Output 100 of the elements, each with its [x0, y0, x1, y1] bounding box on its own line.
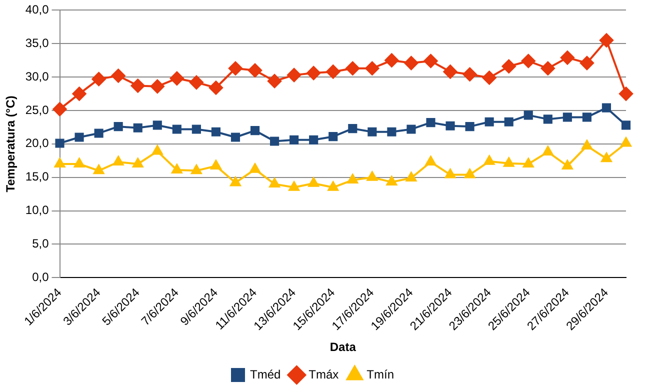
- point: [366, 171, 378, 181]
- point: [582, 112, 592, 122]
- point: [54, 158, 66, 168]
- point: [328, 181, 338, 191]
- point: [484, 155, 495, 165]
- point: [230, 132, 240, 142]
- point: [150, 79, 164, 94]
- point: [406, 172, 417, 182]
- point: [93, 164, 104, 174]
- x-axis-title: Data: [330, 340, 356, 354]
- point: [365, 61, 380, 76]
- point: [170, 71, 184, 86]
- point: [521, 54, 536, 68]
- point: [74, 132, 84, 142]
- point: [602, 103, 612, 112]
- y-tick-label: 15,0: [25, 170, 50, 184]
- y-tick-label: 40,0: [25, 2, 50, 17]
- point: [542, 146, 554, 156]
- point: [601, 152, 612, 162]
- point: [287, 68, 302, 82]
- point: [523, 158, 534, 168]
- point: [92, 72, 106, 86]
- point: [426, 118, 436, 128]
- point: [599, 33, 614, 48]
- point: [347, 174, 358, 184]
- point: [74, 158, 85, 168]
- point: [562, 160, 573, 170]
- point: [504, 157, 514, 167]
- point: [152, 145, 163, 155]
- point: [250, 126, 260, 136]
- point: [482, 70, 496, 85]
- point: [502, 59, 516, 74]
- legend-label: Tméd: [250, 367, 281, 382]
- point: [210, 160, 222, 170]
- point: [290, 135, 299, 144]
- point: [132, 158, 144, 168]
- point: [133, 123, 142, 132]
- point: [208, 80, 223, 95]
- point: [621, 120, 631, 130]
- point: [524, 110, 533, 120]
- point: [288, 181, 300, 191]
- y-tick-label: 30,0: [25, 69, 50, 84]
- point: [189, 75, 204, 90]
- point: [114, 122, 123, 132]
- point: [386, 176, 398, 186]
- point: [192, 124, 201, 134]
- point: [326, 64, 340, 79]
- point: [268, 74, 282, 88]
- point: [152, 120, 162, 130]
- point: [560, 50, 574, 65]
- point: [211, 127, 220, 136]
- point: [172, 164, 182, 174]
- point: [619, 86, 633, 101]
- y-axis-title: Temperatura (°C): [4, 96, 18, 192]
- point: [540, 61, 555, 76]
- point: [270, 136, 280, 146]
- point: [55, 138, 64, 148]
- point: [228, 61, 242, 76]
- point: [446, 121, 455, 130]
- point: [443, 64, 458, 79]
- point: [113, 156, 124, 166]
- point: [543, 114, 552, 124]
- point: [462, 67, 477, 82]
- y-tick-label: 10,0: [25, 203, 50, 218]
- point: [111, 68, 126, 83]
- point: [406, 124, 416, 134]
- point: [230, 176, 241, 186]
- point: [269, 178, 280, 188]
- y-tick-label: 5,0: [32, 236, 50, 251]
- point: [387, 127, 396, 136]
- legend-label: Tmín: [366, 367, 394, 382]
- point: [306, 66, 321, 80]
- point: [562, 112, 572, 122]
- point: [425, 156, 436, 166]
- y-tick-label: 35,0: [25, 36, 50, 50]
- y-tick-label: 25,0: [25, 102, 50, 117]
- point: [309, 135, 318, 144]
- point: [348, 124, 358, 134]
- point: [130, 78, 145, 93]
- point: [94, 128, 104, 138]
- point: [620, 137, 632, 147]
- point: [404, 56, 418, 70]
- point: [580, 56, 594, 70]
- point: [248, 63, 262, 78]
- point: [191, 164, 202, 174]
- point: [484, 117, 494, 126]
- point: [384, 53, 399, 68]
- point: [465, 122, 474, 132]
- point: [582, 140, 592, 150]
- point: [504, 117, 514, 126]
- legend-label: Tmáx: [308, 367, 339, 382]
- point: [308, 177, 319, 187]
- point: [424, 54, 438, 68]
- y-tick-label: 0,0: [32, 270, 50, 284]
- y-tick-label: 20,0: [25, 136, 50, 150]
- point: [328, 132, 338, 142]
- point: [444, 168, 456, 178]
- point: [346, 61, 360, 76]
- point: [172, 124, 182, 134]
- point: [250, 163, 260, 173]
